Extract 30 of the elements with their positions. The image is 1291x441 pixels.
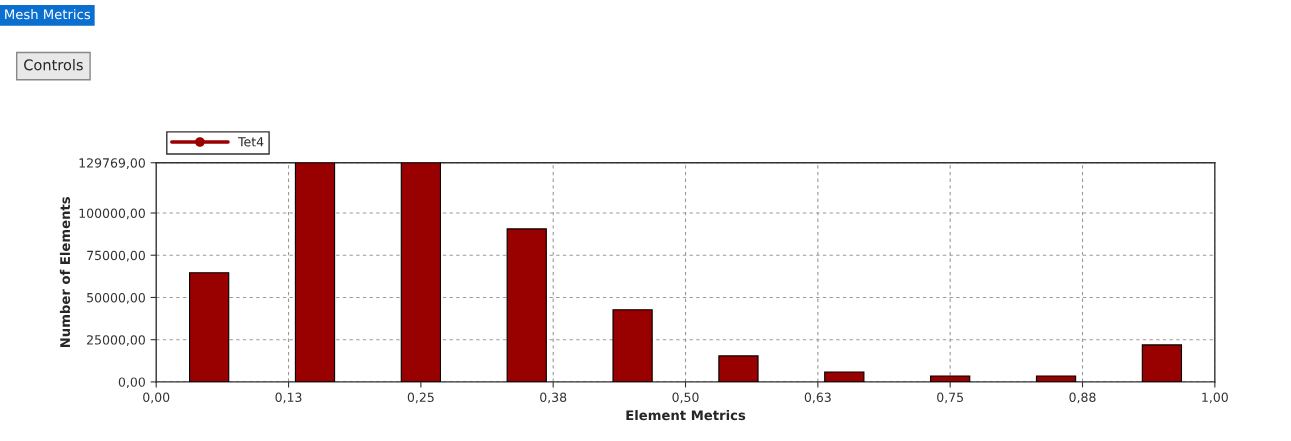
- x-axis-title: Element Metrics: [626, 409, 746, 421]
- bar: [506, 228, 547, 382]
- bar: [294, 162, 336, 382]
- y-tick-label: 50000,00: [87, 292, 145, 304]
- x-tick-label: 0,25: [407, 392, 434, 404]
- y-tick-label: 75000,00: [87, 250, 145, 262]
- y-tick-label: 25000,00: [87, 335, 145, 346]
- bar: [930, 375, 971, 382]
- x-tick-label: 0,00: [143, 392, 170, 404]
- text: Controls: [24, 59, 83, 71]
- bar: [189, 272, 230, 382]
- x-tick-label: 0,75: [937, 392, 963, 404]
- x-tick-label: 0,50: [672, 392, 699, 404]
- legend-label: Tet4: [238, 137, 264, 147]
- y-tick-label: 100000,00: [79, 208, 145, 220]
- x-tick-label: 0,38: [540, 392, 567, 404]
- x-tick-label: 0,63: [804, 392, 831, 404]
- y-tick-label: 129769,00: [79, 158, 145, 169]
- bar: [400, 162, 442, 382]
- text: Mesh Metrics: [5, 9, 91, 20]
- x-tick-label: 1,00: [1202, 392, 1228, 404]
- y-tick-label: 0,00: [118, 377, 145, 389]
- bar: [718, 355, 759, 382]
- x-tick-label: 0,88: [1069, 392, 1096, 404]
- bar: [1141, 344, 1183, 382]
- bar: [612, 309, 653, 382]
- bar: [824, 371, 865, 382]
- y-axis-title: Number of Elements: [59, 197, 71, 348]
- bar: [1035, 375, 1077, 382]
- x-tick-label: 0,13: [275, 392, 302, 404]
